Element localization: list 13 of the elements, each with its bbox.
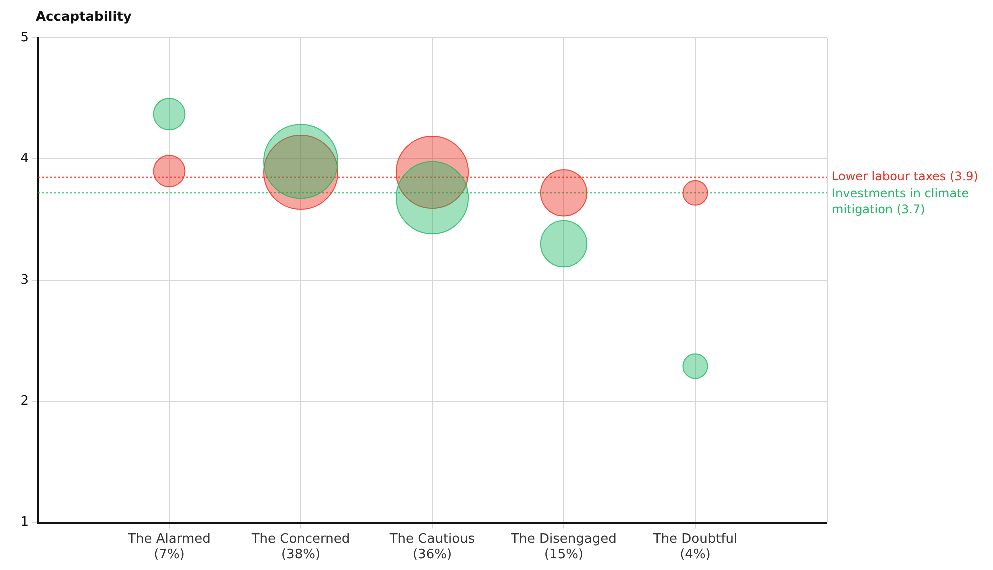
ref-line-label: Lower labour taxes (3.9) bbox=[832, 170, 978, 184]
x-tick-label: The Doubtful (4%) bbox=[652, 532, 738, 563]
y-tick-label: 3 bbox=[20, 272, 29, 288]
x-tick-label: The Concerned (38%) bbox=[250, 532, 350, 563]
x-tick-label: The Alarmed (7%) bbox=[127, 532, 211, 563]
ref-line-label: Investments in climate mitigation (3.7) bbox=[832, 186, 970, 217]
y-tick-label: 2 bbox=[20, 394, 29, 409]
x-tick-label: The Disengaged (15%) bbox=[510, 532, 617, 563]
y-tick-label: 5 bbox=[20, 30, 29, 46]
y-tick-label: 4 bbox=[20, 152, 29, 167]
y-axis-title: Accaptability bbox=[36, 10, 132, 25]
y-tick-label: 1 bbox=[20, 515, 29, 530]
x-tick-label: The Cautious (36%) bbox=[388, 532, 476, 563]
